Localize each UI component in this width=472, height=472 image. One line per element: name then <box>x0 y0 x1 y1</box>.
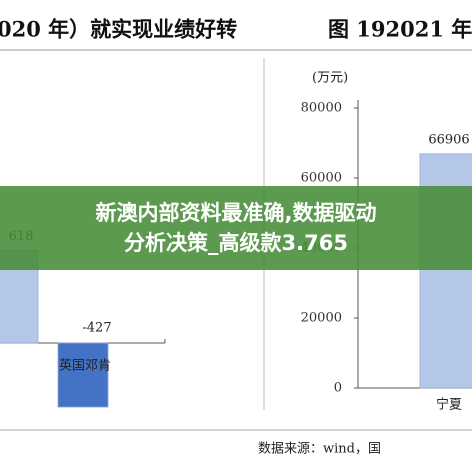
bar <box>57 342 109 408</box>
y-axis-unit: (万元) <box>312 71 348 86</box>
value-label: 66906 <box>428 132 469 147</box>
source-note: 数据来源：wind，国 <box>258 442 381 457</box>
overlay-line: 新澳内部资料最准确,数据驱动 <box>96 201 377 225</box>
category-label: 宁夏 <box>436 397 462 413</box>
y-tick-label: 80000 <box>301 101 342 116</box>
y-tick-label: 60000 <box>301 171 342 186</box>
left-chart-title: 020 年）就实现业绩好转 <box>0 17 237 42</box>
value-label: -427 <box>82 321 111 336</box>
right-chart-title: 图 192021 年 <box>328 17 472 42</box>
overlay-text: 新澳内部资料最准确,数据驱动分析决策_高级款3.765 <box>96 201 377 255</box>
overlay-line: 分析决策_高级款3.765 <box>124 231 348 255</box>
y-tick-label: 20000 <box>301 311 342 326</box>
category-label: 英国邓肯 <box>59 359 111 374</box>
overlay-banner <box>0 186 472 270</box>
y-tick-label: 0 <box>334 381 342 396</box>
